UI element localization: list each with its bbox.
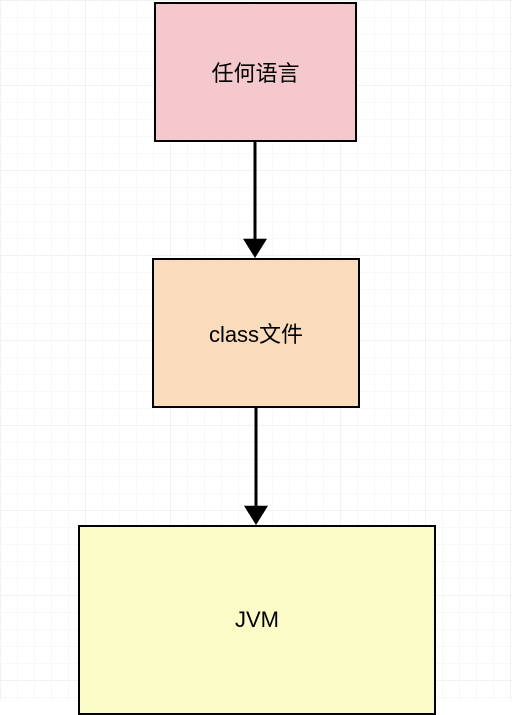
- node-class-file-label: class文件: [209, 317, 303, 349]
- node-jvm-label: JVM: [235, 607, 279, 633]
- edge-2: [236, 408, 276, 525]
- edge-1: [235, 142, 275, 258]
- node-any-language: 任何语言: [154, 2, 357, 142]
- node-jvm: JVM: [78, 525, 436, 715]
- node-class-file: class文件: [152, 258, 360, 408]
- node-any-language-label: 任何语言: [211, 56, 299, 88]
